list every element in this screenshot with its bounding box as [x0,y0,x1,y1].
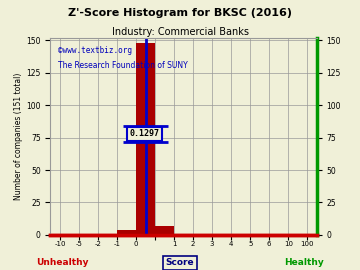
Bar [136,43,155,235]
Text: Industry: Commercial Banks: Industry: Commercial Banks [112,27,248,37]
Text: 0.1297: 0.1297 [130,129,159,138]
Text: Z'-Score Histogram for BKSC (2016): Z'-Score Histogram for BKSC (2016) [68,8,292,18]
Y-axis label: Number of companies (151 total): Number of companies (151 total) [14,73,23,200]
Text: Healthy: Healthy [284,258,324,267]
Text: ©www.textbiz.org: ©www.textbiz.org [58,46,132,55]
Text: Score: Score [166,258,194,267]
Bar [155,226,174,235]
Bar [117,230,136,235]
Text: Unhealthy: Unhealthy [36,258,89,267]
Text: The Research Foundation of SUNY: The Research Foundation of SUNY [58,62,188,70]
